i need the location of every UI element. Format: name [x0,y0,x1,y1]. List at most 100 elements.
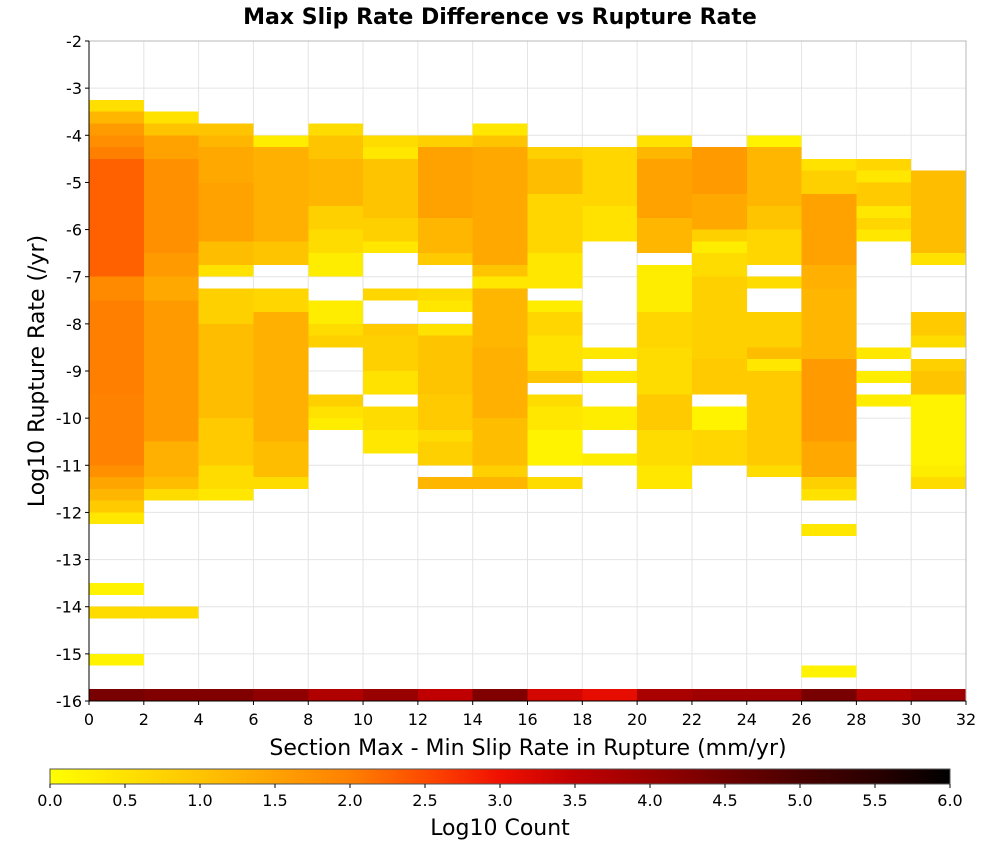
heatmap-cell [363,241,418,254]
heatmap-cell [911,689,966,701]
heatmap-cell [308,123,364,136]
heatmap-cell [253,206,309,242]
colorbar-tick-label: 3.0 [487,791,512,810]
heatmap-cell [417,477,473,489]
heatmap-cell [198,689,254,701]
heatmap-cell [801,158,857,171]
y-tick-label: -10 [56,409,82,428]
heatmap-cell [746,347,802,360]
y-tick-label: -7 [66,268,82,287]
colorbar-tick-label: 2.5 [412,791,437,810]
heatmap-cell [89,465,144,478]
x-tick-label: 4 [194,710,204,729]
heatmap-cell [308,206,364,230]
colorbar-tick-label: 3.5 [562,791,587,810]
heatmap-cell [911,465,966,478]
heatmap-cell [143,135,199,159]
heatmap-cell [89,394,144,466]
heatmap-cell [472,135,528,148]
heatmap-cell [801,689,857,701]
colorbar-tick-label: 5.5 [862,791,887,810]
heatmap-cell [527,689,583,701]
heatmap-cell [691,194,747,230]
heatmap-cell [417,323,473,336]
heatmap-cell [143,123,199,136]
heatmap-cell [89,500,144,513]
heatmap-cell [198,182,254,242]
heatmap-cell [143,606,199,619]
heatmap-cell [308,335,364,348]
colorbar-tick-label: 1.0 [187,791,212,810]
heatmap-cell [637,158,692,218]
heatmap-cell [417,300,473,313]
heatmap-cell [308,135,364,159]
heatmap-cell [198,465,254,489]
heatmap-cell [801,194,857,206]
y-tick-label: -11 [56,456,82,475]
y-tick-label: -13 [56,551,82,570]
heatmap-cell [308,323,364,336]
heatmap-cell [911,253,966,265]
heatmap-cell [746,135,802,148]
heatmap-cell [691,689,747,701]
heatmap-cell [253,312,309,360]
heatmap-cell [143,111,199,124]
heatmap-cell [253,477,309,489]
x-tick-label: 28 [846,710,866,729]
heatmap-cell [308,689,364,701]
heatmap-cell [637,147,692,159]
heatmap-cell [472,276,528,289]
heatmap-cell [253,288,309,313]
heatmap-cell [89,488,144,501]
heatmap-cell [417,288,473,301]
heatmap-cell [746,689,802,701]
heatmap-cell [856,394,912,407]
heatmap-cell [253,441,309,478]
heatmap-cell [856,182,912,206]
heatmap-cell [691,147,747,159]
heatmap-cell [308,406,364,419]
heatmap-cell [746,276,802,289]
heatmap-cell [637,394,692,430]
heatmap-cell [801,524,857,536]
heatmap-cell [198,288,254,324]
heatmap-cell [801,477,857,489]
heatmap-cell [89,653,144,666]
heatmap-cell [911,170,966,254]
heatmap-cell [198,241,254,265]
heatmap-cell [637,347,692,395]
heatmap-cell [691,253,747,277]
heatmap-cell [637,689,692,701]
heatmap-cell [253,359,309,442]
y-tick-label: -16 [56,692,82,711]
heatmap-cell [89,477,144,489]
heatmap-cell [801,441,857,478]
heatmap-cell [143,488,199,501]
heatmap-cell [198,418,254,466]
heatmap-cell [746,229,802,265]
heatmap-cell [746,158,802,206]
heatmap-cell [746,465,802,478]
heatmap-cell [582,206,638,242]
heatmap-cell [143,300,199,442]
x-tick-label: 14 [463,710,483,729]
heatmap-cells [89,99,966,701]
heatmap-cell [198,264,254,277]
heatmap-cell [582,371,638,383]
chart-title: Max Slip Rate Difference vs Rupture Rate [243,5,757,30]
heatmap-cell [143,253,199,277]
x-tick-label: 8 [303,710,313,729]
x-tick-label: 32 [956,710,976,729]
heatmap-cell [637,429,692,466]
heatmap-cell [911,312,966,336]
heatmap-cell [363,135,418,148]
heatmap-cell [801,264,857,289]
y-tick-label: -8 [66,315,82,334]
y-tick-label: -14 [56,598,82,617]
heatmap-cell [801,488,857,501]
heatmap-cell [143,276,199,301]
heatmap-cell [143,689,199,701]
heatmap-cell [691,276,747,360]
heatmap-cell [582,147,638,159]
heatmap-cell [472,123,528,136]
